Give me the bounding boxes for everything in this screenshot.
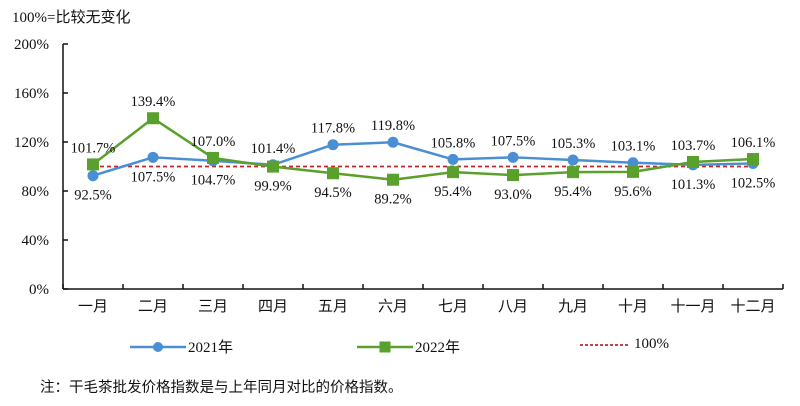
y-tick-label: 0%: [29, 282, 49, 298]
y-tick-label: 160%: [14, 86, 49, 102]
data-point-label: 93.0%: [494, 187, 531, 203]
data-point-label: 101.3%: [671, 177, 716, 193]
legend-label-100: 100%: [634, 336, 669, 352]
circle-marker: [87, 170, 99, 182]
x-category-label: 九月: [558, 297, 588, 315]
circle-marker: [567, 154, 579, 166]
chart-subtitle: 100%=比较无变化: [12, 10, 131, 26]
footnote: 注：干毛茶批发价格指数是与上年同月对比的价格指数。: [40, 380, 403, 396]
square-marker: [447, 166, 459, 179]
circle-marker: [507, 151, 519, 163]
data-point-label: 92.5%: [74, 188, 111, 204]
square-marker: [627, 165, 639, 178]
legend-item-2022: 2022年: [357, 336, 460, 357]
y-axis: 0% 40% 80% 120% 160% 200%: [14, 37, 68, 298]
square-marker: [747, 153, 759, 166]
square-marker-icon: [357, 341, 413, 352]
x-category-label: 十二月: [730, 297, 775, 315]
x-category-label: 三月: [198, 297, 228, 315]
legend-label-2022: 2022年: [415, 340, 461, 356]
square-marker: [387, 173, 399, 186]
y-tick-label: 120%: [14, 135, 49, 151]
data-point-label: 107.5%: [131, 169, 176, 185]
x-category-label: 二月: [138, 297, 168, 315]
circle-marker: [327, 139, 339, 151]
x-axis: 一月 二月 三月 四月 五月 六月 七月 八月 九月 十月 十一月 十二月: [62, 284, 784, 315]
x-category-label: 四月: [258, 297, 288, 315]
data-point-label: 105.3%: [551, 136, 596, 152]
data-point-label: 106.1%: [731, 135, 776, 151]
legend-label-2021: 2021年: [188, 340, 234, 356]
legend-item-100: 100%: [580, 336, 669, 353]
data-point-label: 139.4%: [131, 94, 176, 110]
square-marker: [147, 112, 159, 125]
x-category-label: 六月: [378, 297, 408, 315]
square-marker: [87, 158, 99, 171]
data-point-label: 101.4%: [251, 141, 296, 157]
circle-marker-icon: [130, 341, 186, 352]
circle-marker: [387, 136, 399, 148]
circle-marker: [147, 151, 159, 163]
data-point-label: 89.2%: [374, 192, 411, 208]
square-marker: [687, 155, 699, 168]
circle-marker: [447, 153, 459, 165]
data-point-label: 99.9%: [254, 179, 291, 195]
y-tick-label: 40%: [22, 233, 50, 249]
square-marker: [327, 167, 339, 180]
data-point-label: 95.4%: [434, 184, 471, 200]
data-point-label: 105.8%: [431, 135, 476, 151]
line-chart: 0% 40% 80% 120% 160% 200% 一月 二月 三月 四月 五月 六月 七月 八月 九月 十…: [14, 37, 784, 315]
x-category-label: 八月: [498, 297, 528, 315]
y-tick-label: 200%: [14, 37, 49, 53]
data-labels: 92.5% 107.5% 104.7% 101.4% 117.8% 119.8% 105.8…: [71, 94, 776, 207]
series-2022: [87, 112, 759, 186]
data-point-label: 103.7%: [671, 138, 716, 154]
x-category-label: 十月: [618, 297, 648, 315]
data-point-label: 117.8%: [311, 121, 355, 137]
data-point-label: 95.4%: [554, 184, 591, 200]
data-point-label: 95.6%: [614, 184, 651, 200]
x-category-label: 十一月: [670, 297, 715, 315]
x-category-label: 一月: [78, 297, 108, 315]
chart-legend: 2021年 2022年 100%: [0, 336, 800, 360]
data-point-label: 102.5%: [731, 175, 776, 191]
square-marker: [567, 166, 579, 179]
data-point-label: 94.5%: [314, 185, 351, 201]
square-marker: [507, 169, 519, 182]
data-point-label: 107.0%: [191, 134, 236, 150]
data-point-label: 103.1%: [611, 139, 656, 155]
y-tick-label: 80%: [22, 184, 50, 200]
legend-item-2021: 2021年: [130, 336, 233, 357]
data-point-label: 107.5%: [491, 133, 536, 149]
data-point-label: 101.7%: [71, 140, 116, 156]
square-marker: [207, 151, 219, 164]
series-2021: [87, 136, 759, 182]
x-category-label: 七月: [438, 297, 468, 315]
circle-marker: [627, 157, 639, 169]
square-marker: [267, 160, 279, 173]
x-category-label: 五月: [318, 297, 348, 315]
dashed-line-icon: [580, 343, 630, 346]
data-point-label: 104.7%: [191, 173, 236, 189]
data-point-label: 119.8%: [371, 118, 415, 134]
